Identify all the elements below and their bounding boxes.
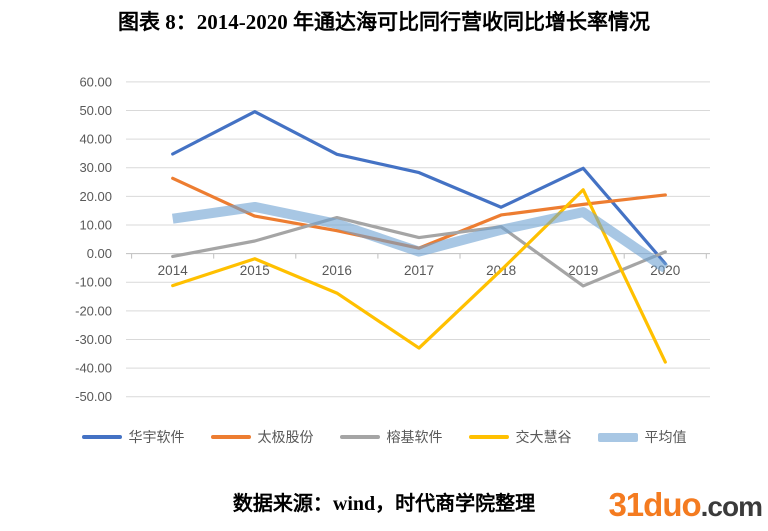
y-tick-label: -30.00 <box>75 332 112 347</box>
y-tick-label: -20.00 <box>75 303 112 318</box>
legend-label: 华宇软件 <box>128 429 185 445</box>
site-logo-brand: 31duo <box>608 486 701 523</box>
chart-title: 图表 8：2014-2020 年通达海可比同行营收同比增长率情况 <box>118 10 650 34</box>
x-tick-label: 2016 <box>322 263 352 278</box>
legend-line-swatch <box>468 434 509 440</box>
series-line-4 <box>171 201 669 273</box>
legend-line-swatch <box>597 432 638 442</box>
legend-item: 平均值 <box>597 427 687 447</box>
y-tick-label: 30.00 <box>79 160 112 175</box>
legend-line-swatch <box>210 434 251 440</box>
y-tick-label: -40.00 <box>75 361 112 376</box>
legend-line-swatch <box>339 434 380 440</box>
y-tick-label: 60.00 <box>79 74 112 89</box>
y-tick-label: -10.00 <box>75 275 112 290</box>
x-tick-label: 2017 <box>404 263 434 278</box>
site-logo: 31duo.com <box>608 486 763 524</box>
legend-item: 榕基软件 <box>339 427 443 447</box>
series-line-2 <box>171 215 667 288</box>
y-tick-label: -50.00 <box>75 389 112 404</box>
y-tick-label: 50.00 <box>79 103 112 118</box>
y-tick-label: 40.00 <box>79 132 112 147</box>
y-tick-label: 20.00 <box>79 189 112 204</box>
legend-label: 榕基软件 <box>386 429 443 445</box>
x-tick-label: 2014 <box>158 263 189 278</box>
series-line-0 <box>171 110 667 266</box>
x-tick-label: 2019 <box>568 263 598 278</box>
x-tick-label: 2015 <box>240 263 270 278</box>
legend-label: 交大慧谷 <box>515 429 572 445</box>
legend-label: 平均值 <box>644 429 687 445</box>
legend-item: 交大慧谷 <box>468 427 572 447</box>
legend-label: 太极股份 <box>257 429 314 445</box>
site-logo-suffix: .com <box>700 491 763 522</box>
legend-line-swatch <box>81 434 122 440</box>
y-tick-label: 0.00 <box>87 246 112 261</box>
chart-legend: 华宇软件 太极股份 榕基软件 交大慧谷 平均值 <box>0 427 768 447</box>
y-tick-label: 10.00 <box>79 217 112 232</box>
series-line-3 <box>171 188 667 364</box>
legend-item: 太极股份 <box>210 427 314 447</box>
legend-item: 华宇软件 <box>81 427 185 447</box>
data-source-note: 数据来源：wind，时代商学院整理 <box>232 493 536 515</box>
